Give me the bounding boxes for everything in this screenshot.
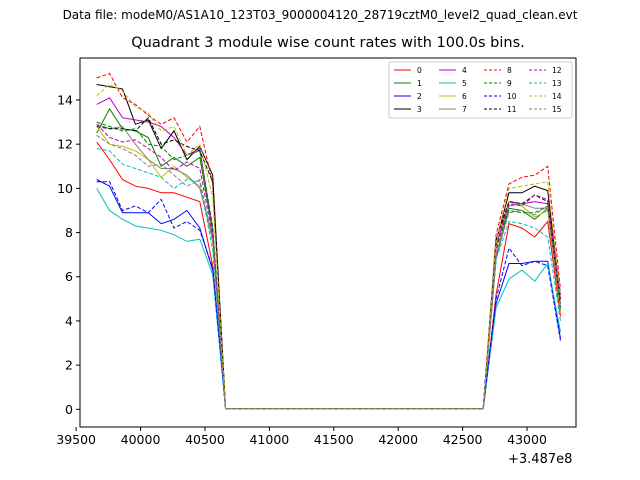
series-line-9 — [96, 121, 561, 410]
y-tick-label: 6 — [65, 269, 73, 284]
legend-label-15: 15 — [552, 105, 562, 114]
legend-label-11: 11 — [507, 105, 517, 114]
legend-label-6: 6 — [462, 92, 467, 101]
legend-label-14: 14 — [552, 92, 562, 101]
legend-label-3: 3 — [417, 105, 422, 114]
series-line-4 — [96, 97, 561, 410]
figure-suptitle: Data file: modeM0/AS1A10_123T03_90000041… — [62, 8, 578, 22]
axes-frame — [79, 57, 577, 428]
series-line-12 — [96, 123, 561, 410]
x-tick-label: 42500 — [443, 432, 483, 447]
legend-label-5: 5 — [462, 79, 467, 88]
x-tick-label: 40000 — [121, 432, 161, 447]
legend-box — [388, 61, 573, 119]
y-tick-label: 4 — [65, 313, 73, 328]
x-tick-label: 43000 — [507, 432, 547, 447]
x-axis-offset-label: +3.487e8 — [508, 452, 573, 467]
series-line-14 — [96, 83, 561, 410]
x-tick-label: 41000 — [249, 432, 289, 447]
x-tick-label: 42000 — [378, 432, 418, 447]
legend-label-10: 10 — [507, 92, 517, 101]
y-tick-label: 10 — [57, 181, 73, 196]
series-line-8 — [96, 72, 561, 410]
series-line-15 — [96, 134, 561, 410]
y-tick-label: 2 — [65, 358, 73, 373]
legend-label-9: 9 — [507, 79, 512, 88]
legend-label-12: 12 — [552, 66, 562, 75]
x-tick-label: 39500 — [56, 432, 96, 447]
legend-label-1: 1 — [417, 79, 422, 88]
y-tick-label: 12 — [57, 137, 73, 152]
x-tick-label: 41500 — [314, 432, 354, 447]
legend-label-4: 4 — [462, 66, 467, 75]
series-line-7 — [96, 123, 561, 410]
legend-label-0: 0 — [417, 66, 422, 75]
y-tick-label: 0 — [65, 402, 73, 417]
series-line-1 — [96, 107, 561, 410]
y-tick-label: 14 — [57, 92, 73, 107]
legend-label-7: 7 — [462, 105, 467, 114]
series-line-11 — [96, 116, 561, 410]
legend-label-8: 8 — [507, 66, 512, 75]
legend-label-2: 2 — [417, 92, 422, 101]
series-line-2 — [96, 179, 561, 410]
x-tick-label: 40500 — [185, 432, 225, 447]
legend-label-13: 13 — [552, 79, 562, 88]
chart-title: Quadrant 3 module wise count rates with … — [131, 35, 525, 51]
series-line-10 — [96, 181, 561, 410]
y-tick-label: 8 — [65, 225, 73, 240]
series-line-3 — [96, 84, 561, 410]
series-line-13 — [96, 148, 561, 410]
